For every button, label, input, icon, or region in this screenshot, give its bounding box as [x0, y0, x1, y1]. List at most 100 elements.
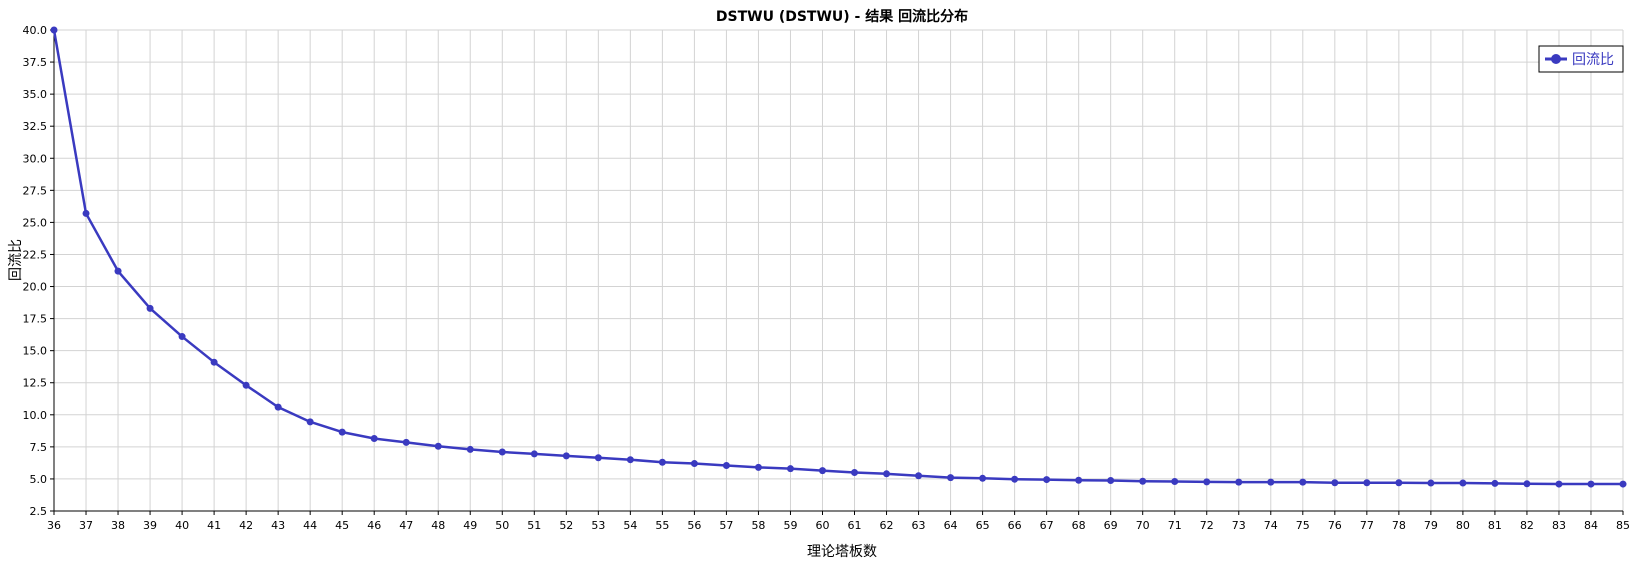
data-point[interactable]: [82, 209, 90, 217]
y-tick-label: 17.5: [23, 313, 48, 326]
data-point[interactable]: [1171, 477, 1179, 485]
data-point[interactable]: [498, 448, 506, 456]
data-point[interactable]: [466, 445, 474, 453]
data-point[interactable]: [1459, 479, 1467, 487]
data-point[interactable]: [690, 460, 698, 468]
x-tick-label: 56: [687, 519, 701, 532]
data-point[interactable]: [1107, 476, 1115, 484]
axes: [50, 29, 1624, 515]
data-point[interactable]: [1427, 479, 1435, 487]
data-point[interactable]: [1363, 479, 1371, 487]
y-tick-label: 7.5: [30, 441, 48, 454]
data-point[interactable]: [402, 438, 410, 446]
data-point[interactable]: [818, 467, 826, 475]
grid-lines: [53, 29, 1624, 512]
data-point[interactable]: [306, 418, 314, 426]
data-point[interactable]: [274, 403, 282, 411]
x-tick-label: 80: [1456, 519, 1470, 532]
x-tick-label: 60: [815, 519, 829, 532]
data-point[interactable]: [1267, 478, 1275, 486]
data-point[interactable]: [1299, 478, 1307, 486]
data-point[interactable]: [1139, 477, 1147, 485]
data-point[interactable]: [1523, 480, 1531, 488]
x-tick-label: 39: [143, 519, 157, 532]
data-point[interactable]: [1587, 480, 1595, 488]
x-tick-label: 71: [1168, 519, 1182, 532]
x-tick-label: 53: [591, 519, 605, 532]
y-tick-label: 2.5: [30, 505, 48, 518]
x-tick-label: 72: [1200, 519, 1214, 532]
data-point[interactable]: [562, 452, 570, 460]
data-point[interactable]: [50, 26, 58, 34]
x-tick-label: 38: [111, 519, 125, 532]
data-point[interactable]: [851, 469, 859, 477]
x-tick-label: 73: [1232, 519, 1246, 532]
data-point[interactable]: [114, 267, 122, 275]
x-tick-label: 70: [1136, 519, 1150, 532]
data-point[interactable]: [1619, 480, 1627, 488]
x-tick-label: 63: [912, 519, 926, 532]
data-point[interactable]: [754, 463, 762, 471]
data-point[interactable]: [915, 472, 923, 480]
x-tick-label: 43: [271, 519, 285, 532]
y-tick-labels: 2.5 5.0 7.5 10.0 12.5 15.0 17.5 20.0 22.5 25.0 27.…: [23, 24, 48, 518]
x-tick-label: 81: [1488, 519, 1502, 532]
data-point[interactable]: [1331, 479, 1339, 487]
data-point[interactable]: [1395, 479, 1403, 487]
data-point[interactable]: [786, 465, 794, 473]
data-point[interactable]: [979, 474, 987, 482]
data-point[interactable]: [530, 450, 538, 458]
y-tick-label: 30.0: [23, 152, 48, 165]
y-axis-label: 回流比: [8, 239, 24, 281]
x-tick-label: 76: [1328, 519, 1342, 532]
data-point[interactable]: [626, 456, 634, 464]
data-point[interactable]: [594, 454, 602, 462]
chart-title: DSTWU (DSTWU) - 结果 回流比分布: [716, 8, 968, 25]
x-tick-label: 67: [1040, 519, 1054, 532]
x-tick-label: 50: [495, 519, 509, 532]
data-point[interactable]: [242, 381, 250, 389]
data-point[interactable]: [658, 458, 666, 466]
x-tick-label: 54: [623, 519, 637, 532]
x-tick-label: 46: [367, 519, 381, 532]
data-point[interactable]: [1043, 476, 1051, 484]
x-tick-label: 42: [239, 519, 253, 532]
data-point[interactable]: [210, 358, 218, 366]
series-layer: [50, 26, 1627, 488]
data-point[interactable]: [1203, 478, 1211, 486]
x-tick-label: 47: [399, 519, 413, 532]
data-point[interactable]: [178, 333, 186, 341]
data-point[interactable]: [1011, 475, 1019, 483]
x-tick-label: 84: [1584, 519, 1598, 532]
data-point[interactable]: [1555, 480, 1563, 488]
data-point[interactable]: [338, 428, 346, 436]
data-point[interactable]: [883, 470, 891, 478]
x-tick-label: 68: [1072, 519, 1086, 532]
x-tick-label: 79: [1424, 519, 1438, 532]
data-point[interactable]: [947, 474, 955, 482]
x-tick-label: 55: [655, 519, 669, 532]
x-tick-labels: 36 37 38 39 40 41 42 43 44 45 46 47 48 49 50 51 52 53 54 55…: [47, 519, 1630, 532]
data-point[interactable]: [434, 442, 442, 450]
legend: 回流比: [1538, 45, 1624, 73]
x-tick-label: 49: [463, 519, 477, 532]
legend-dot-marker: [1551, 54, 1561, 64]
data-point[interactable]: [1235, 478, 1243, 486]
data-point[interactable]: [146, 304, 154, 312]
x-tick-label: 59: [783, 519, 797, 532]
legend-label: 回流比: [1572, 52, 1614, 68]
y-tick-label: 35.0: [23, 88, 48, 101]
y-tick-label: 25.0: [23, 216, 48, 229]
x-tick-label: 74: [1264, 519, 1278, 532]
data-point[interactable]: [370, 435, 378, 443]
y-tick-label: 5.0: [30, 473, 48, 486]
x-tick-label: 85: [1616, 519, 1630, 532]
data-point[interactable]: [1491, 479, 1499, 487]
data-point[interactable]: [722, 461, 730, 469]
x-tick-label: 82: [1520, 519, 1534, 532]
y-tick-label: 40.0: [23, 24, 48, 37]
data-point[interactable]: [1075, 476, 1083, 484]
x-tick-label: 48: [431, 519, 445, 532]
x-tick-label: 37: [79, 519, 93, 532]
